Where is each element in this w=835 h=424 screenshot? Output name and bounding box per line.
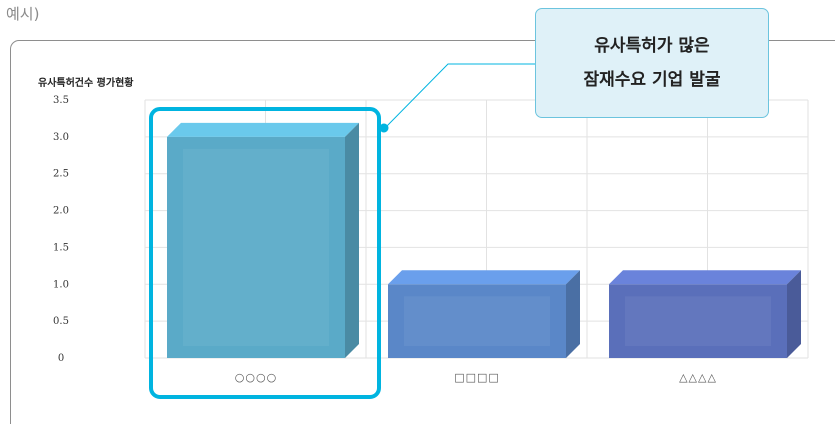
x-tick-label: △△△△ bbox=[679, 371, 717, 384]
bar-front bbox=[609, 284, 787, 358]
highlight-box bbox=[149, 107, 381, 399]
bar-top bbox=[609, 270, 801, 285]
callout-line-1: 유사특허가 많은 bbox=[594, 36, 710, 56]
callout-dot bbox=[379, 123, 389, 133]
bar bbox=[167, 122, 359, 358]
y-tick-label: 1.0 bbox=[53, 279, 69, 290]
bar-top bbox=[167, 122, 359, 137]
x-axis-ticks: ○○○○ □□□□ △△△△ bbox=[235, 371, 717, 384]
bar-top bbox=[388, 270, 580, 285]
y-tick-label: 0.5 bbox=[53, 316, 69, 327]
bar-sheen bbox=[625, 296, 771, 346]
callout-line-2: 잠재수요 기업 발굴 bbox=[583, 70, 721, 90]
bar-sheen bbox=[183, 148, 329, 346]
y-axis-ticks: 0 0.5 1.0 1.5 2.0 2.5 3.0 3.5 bbox=[53, 95, 69, 364]
x-tick-label: ○○○○ bbox=[235, 371, 277, 384]
bar-side bbox=[566, 270, 580, 358]
y-tick-label: 3.5 bbox=[53, 95, 69, 106]
bar-side bbox=[345, 122, 359, 358]
callout-leader-line bbox=[384, 63, 536, 129]
callout-box: 유사특허가 많은 잠재수요 기업 발굴 bbox=[535, 8, 769, 118]
highlight-group bbox=[149, 63, 536, 399]
chart-title: 유사특허건수 평가현황 bbox=[38, 76, 134, 89]
bar-front bbox=[167, 136, 345, 358]
bar bbox=[388, 270, 580, 358]
x-tick-label: □□□□ bbox=[454, 371, 500, 384]
bar-front bbox=[388, 284, 566, 358]
y-tick-label: 2.0 bbox=[53, 206, 69, 217]
bar-side bbox=[787, 270, 801, 358]
example-label: 예시) bbox=[6, 5, 40, 23]
y-tick-label: 2.5 bbox=[53, 169, 69, 180]
y-tick-label: 0 bbox=[58, 353, 64, 364]
y-tick-label: 1.5 bbox=[53, 242, 69, 253]
y-tick-label: 3.0 bbox=[53, 132, 69, 143]
bar-sheen bbox=[404, 296, 550, 346]
bar bbox=[609, 270, 801, 358]
bars bbox=[167, 122, 801, 358]
